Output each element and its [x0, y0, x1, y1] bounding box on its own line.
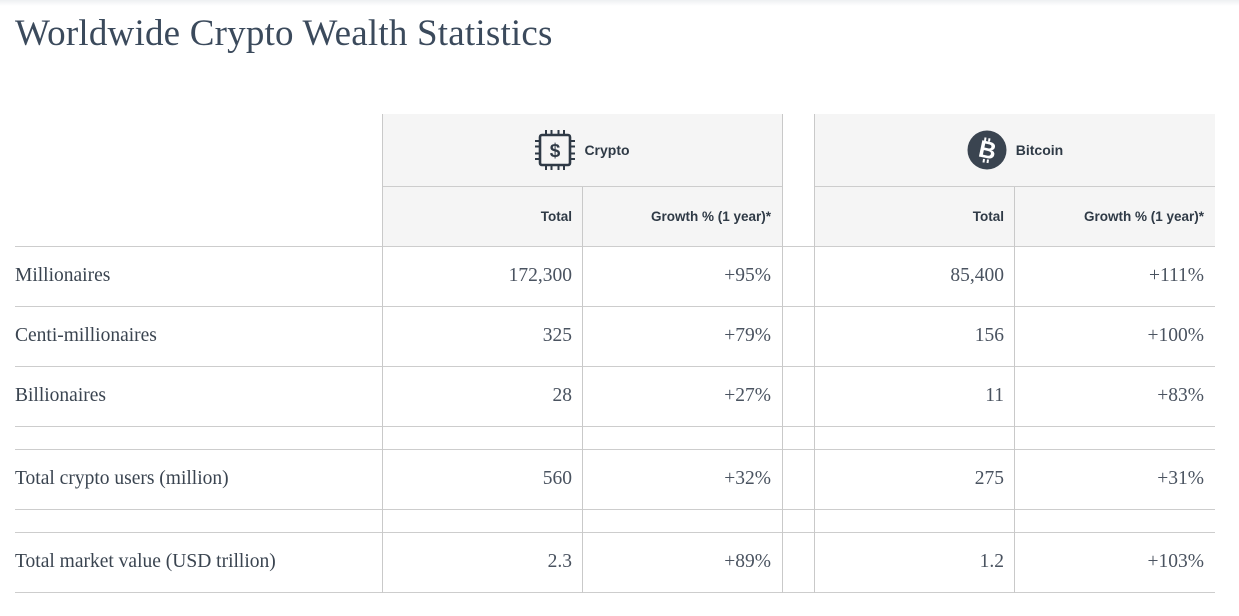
cell-bitcoin-total: 275 — [974, 468, 1004, 489]
cell-crypto-total: 560 — [542, 468, 572, 489]
bitcoin-group-header: B Bitcoin — [815, 114, 1215, 186]
svg-text:B: B — [976, 136, 999, 166]
row-label-centi-millionaires: Centi-millionaires — [15, 325, 157, 346]
bitcoin-icon: B — [967, 130, 1007, 170]
column-divider — [782, 114, 783, 593]
row-divider — [15, 532, 1215, 533]
crypto-group-header: $ Crypto — [383, 114, 782, 186]
header-divider-bitcoin — [815, 186, 1215, 187]
cell-crypto-total: 2.3 — [547, 551, 572, 572]
cell-crypto-growth: +79% — [724, 325, 771, 346]
bitcoin-header-bg — [815, 114, 1215, 246]
row-divider — [15, 426, 1215, 427]
cell-bitcoin-growth: +83% — [1157, 385, 1204, 406]
bitcoin-group-label: Bitcoin — [1015, 142, 1064, 158]
svg-text:$: $ — [550, 141, 561, 162]
cell-crypto-growth: +27% — [724, 385, 771, 406]
cell-bitcoin-growth: +100% — [1147, 325, 1205, 346]
cell-bitcoin-growth: +111% — [1148, 265, 1204, 286]
crypto-total-header: Total — [540, 209, 572, 224]
bitcoin-total-header: Total — [972, 209, 1004, 224]
cell-bitcoin-growth: +31% — [1157, 468, 1204, 489]
row-label-billionaires: Billionaires — [15, 385, 106, 406]
cell-bitcoin-total: 156 — [974, 325, 1004, 346]
cell-bitcoin-growth: +103% — [1147, 551, 1205, 572]
header-divider-crypto — [383, 186, 782, 187]
row-divider — [15, 246, 1215, 247]
cell-bitcoin-total: 11 — [985, 385, 1004, 406]
cell-crypto-growth: +89% — [724, 551, 771, 572]
cell-bitcoin-total: 1.2 — [979, 551, 1004, 572]
row-label-total-crypto-users: Total crypto users (million) — [15, 468, 229, 489]
cell-crypto-total: 28 — [552, 385, 573, 406]
cell-crypto-growth: +95% — [724, 265, 771, 286]
cell-crypto-growth: +32% — [724, 468, 771, 489]
row-divider — [15, 306, 1215, 307]
row-divider — [15, 449, 1215, 450]
row-divider — [15, 592, 1215, 593]
row-divider — [15, 366, 1215, 367]
cell-crypto-total: 172,300 — [508, 265, 572, 286]
crypto-chip-dollar-icon: $ — [535, 130, 576, 170]
top-shadow-bar — [0, 0, 1239, 6]
crypto-group-label: Crypto — [584, 142, 630, 158]
row-divider — [15, 509, 1215, 510]
page-title: Worldwide Crypto Wealth Statistics — [15, 13, 553, 54]
crypto-growth-header: Growth % (1 year)* — [650, 209, 771, 224]
row-label-total-market-value: Total market value (USD trillion) — [15, 551, 276, 572]
column-divider — [582, 187, 583, 593]
column-divider — [1014, 187, 1015, 593]
column-divider — [814, 114, 815, 593]
row-label-millionaires: Millionaires — [15, 265, 111, 286]
column-divider — [382, 114, 383, 593]
bitcoin-growth-header: Growth % (1 year)* — [1083, 209, 1204, 224]
cell-bitcoin-total: 85,400 — [950, 265, 1004, 286]
cell-crypto-total: 325 — [542, 325, 572, 346]
